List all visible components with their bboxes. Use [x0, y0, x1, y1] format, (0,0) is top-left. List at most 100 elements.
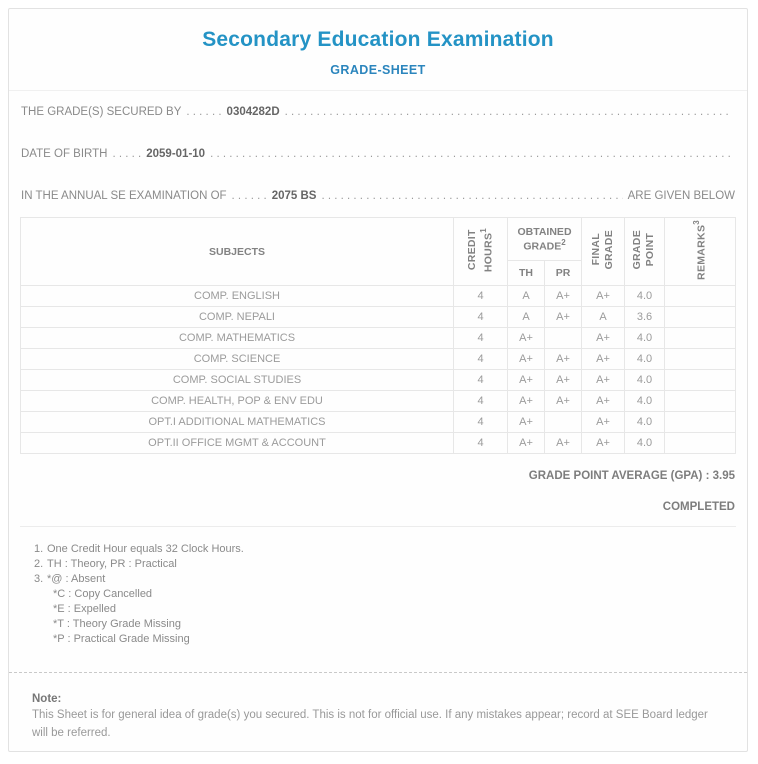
- theory-grade-cell: A: [507, 306, 545, 328]
- grade-point-cell: 4.0: [624, 411, 665, 433]
- note-text: This Sheet is for general idea of grade(…: [32, 709, 708, 739]
- final-grade-cell: A+: [581, 369, 625, 391]
- footnote-line: *C : Copy Cancelled: [34, 587, 736, 602]
- grade-table-row: COMP. NEPALI 4 A A+ A 3.6: [20, 306, 736, 328]
- remarks-cell: [664, 285, 736, 307]
- grade-point-cell: 4.0: [624, 348, 665, 370]
- remarks-cell: [664, 411, 736, 433]
- subject-cell: OPT.I ADDITIONAL MATHEMATICS: [20, 411, 454, 433]
- practical-grade-cell: A+: [544, 348, 582, 370]
- footnote-number: [34, 587, 47, 602]
- grades-table-body: COMP. ENGLISH 4 A A+ A+ 4.0 COMP. NEPALI…: [20, 285, 736, 454]
- practical-grade-cell: A+: [544, 369, 582, 391]
- footnote-text: TH : Theory, PR : Practical: [47, 558, 177, 570]
- footnote-number: [34, 602, 47, 617]
- grade-point-cell: 4.0: [624, 285, 665, 307]
- final-grade-cell: A+: [581, 411, 625, 433]
- footnote-line: *P : Practical Grade Missing: [34, 632, 736, 647]
- grade-point-cell: 4.0: [624, 432, 665, 454]
- grade-table-row: COMP. MATHEMATICS 4 A+ A+ 4.0: [20, 327, 736, 349]
- credit-hours-cell: 4: [453, 432, 508, 454]
- info-line-value: 2059-01-10: [146, 148, 206, 160]
- grade-table-row: OPT.I ADDITIONAL MATHEMATICS 4 A+ A+ 4.0: [20, 411, 736, 433]
- practical-grade-cell: A+: [544, 285, 582, 307]
- theory-grade-cell: A+: [507, 348, 545, 370]
- final-grade-cell: A: [581, 306, 625, 328]
- info-line-label: THE GRADE(S) SECURED BY: [21, 106, 182, 118]
- col-header-obtained-grade: OBTAINED GRADE2: [507, 216, 582, 262]
- credit-hours-cell: 4: [453, 348, 508, 370]
- dot-leader: . . . . . .: [186, 106, 222, 118]
- grade-point-cell: 4.0: [624, 327, 665, 349]
- practical-grade-cell: A+: [544, 432, 582, 454]
- footnote-line: *E : Expelled: [34, 602, 736, 617]
- theory-grade-cell: A+: [507, 327, 545, 349]
- page-subtitle: GRADE-SHEET: [330, 63, 426, 77]
- remarks-cell: [664, 432, 736, 454]
- footnote-line: *T : Theory Grade Missing: [34, 617, 736, 632]
- grades-table: SUBJECTS CREDIT HOURS1 OBTAINED GRADE2 FI…: [20, 216, 736, 454]
- col-header-credit-hours: CREDIT HOURS1: [453, 217, 508, 286]
- dot-leader-fill: . . . . . . . . . . . . . . . . . . . . …: [210, 148, 730, 160]
- remarks-vertical-label: REMARKS3: [691, 220, 708, 280]
- final-grade-cell: A+: [581, 327, 625, 349]
- final-grade-vertical-label: FINAL GRADE: [589, 230, 615, 270]
- col-header-remarks: REMARKS3: [664, 217, 736, 286]
- footnote-line: 2. TH : Theory, PR : Practical: [34, 557, 736, 572]
- gpa-value: 3.95: [712, 470, 735, 482]
- dot-leader: . . . . . .: [231, 190, 267, 202]
- footnote-text: *@ : Absent: [47, 573, 106, 585]
- footnote-line: 3. *@ : Absent: [34, 572, 736, 587]
- info-line: THE GRADE(S) SECURED BY . . . . . . 0304…: [20, 91, 736, 133]
- gpa-line: GRADE POINT AVERAGE (GPA) : 3.95: [20, 470, 735, 482]
- theory-grade-cell: A+: [507, 390, 545, 412]
- grade-point-vertical-label: GRADE POINT: [631, 230, 657, 270]
- dashed-divider: [9, 672, 747, 673]
- subject-cell: COMP. NEPALI: [20, 306, 454, 328]
- info-line: DATE OF BIRTH . . . . . 2059-01-10 . . .…: [20, 133, 736, 175]
- footnote-line: 1. One Credit Hour equals 32 Clock Hours…: [34, 542, 736, 557]
- theory-grade-cell: A: [507, 285, 545, 307]
- subject-cell: COMP. SCIENCE: [20, 348, 454, 370]
- subject-cell: COMP. SOCIAL STUDIES: [20, 369, 454, 391]
- footnote-text: *C : Copy Cancelled: [53, 588, 153, 600]
- credit-hours-cell: 4: [453, 285, 508, 307]
- footnote-text: *P : Practical Grade Missing: [53, 633, 190, 645]
- theory-grade-cell: A+: [507, 432, 545, 454]
- summary-section: GRADE POINT AVERAGE (GPA) : 3.95 COMPLET…: [20, 454, 736, 527]
- final-grade-cell: A+: [581, 285, 625, 307]
- subject-cell: COMP. ENGLISH: [20, 285, 454, 307]
- practical-grade-cell: [544, 327, 582, 349]
- note-section: Note: This Sheet is for general idea of …: [32, 693, 724, 743]
- dot-leader: . . . . .: [112, 148, 142, 160]
- grade-table-row: COMP. ENGLISH 4 A A+ A+ 4.0: [20, 285, 736, 307]
- subject-cell: COMP. MATHEMATICS: [20, 327, 454, 349]
- info-line-value: 2075 BS: [271, 190, 317, 202]
- dot-leader-fill: . . . . . . . . . . . . . . . . . . . . …: [321, 190, 622, 202]
- col-header-subjects: SUBJECTS: [20, 217, 454, 286]
- subject-cell: COMP. HEALTH, POP & ENV EDU: [20, 390, 454, 412]
- credit-hours-cell: 4: [453, 411, 508, 433]
- completion-status: COMPLETED: [662, 501, 735, 513]
- footnote-number: 1.: [34, 543, 44, 555]
- footnote-number: [34, 632, 47, 647]
- info-line-suffix: ARE GIVEN BELOW: [627, 190, 735, 202]
- footnote-number: [34, 617, 47, 632]
- grade-table-row: COMP. HEALTH, POP & ENV EDU 4 A+ A+ A+ 4…: [20, 390, 736, 412]
- final-grade-cell: A+: [581, 432, 625, 454]
- theory-grade-cell: A+: [507, 411, 545, 433]
- credit-hours-cell: 4: [453, 327, 508, 349]
- footnote-number: 2.: [34, 558, 44, 570]
- info-line: IN THE ANNUAL SE EXAMINATION OF . . . . …: [20, 175, 736, 217]
- grade-point-cell: 4.0: [624, 369, 665, 391]
- final-grade-cell: A+: [581, 348, 625, 370]
- credit-hours-cell: 4: [453, 369, 508, 391]
- info-line-value: 0304282D: [226, 106, 280, 118]
- remarks-cell: [664, 390, 736, 412]
- grade-table-row: OPT.II OFFICE MGMT & ACCOUNT 4 A+ A+ A+ …: [20, 432, 736, 454]
- candidate-info-section: THE GRADE(S) SECURED BY . . . . . . 0304…: [20, 91, 736, 217]
- remarks-cell: [664, 327, 736, 349]
- footnote-text: *E : Expelled: [53, 603, 116, 615]
- remarks-cell: [664, 348, 736, 370]
- header-divider: [9, 90, 747, 91]
